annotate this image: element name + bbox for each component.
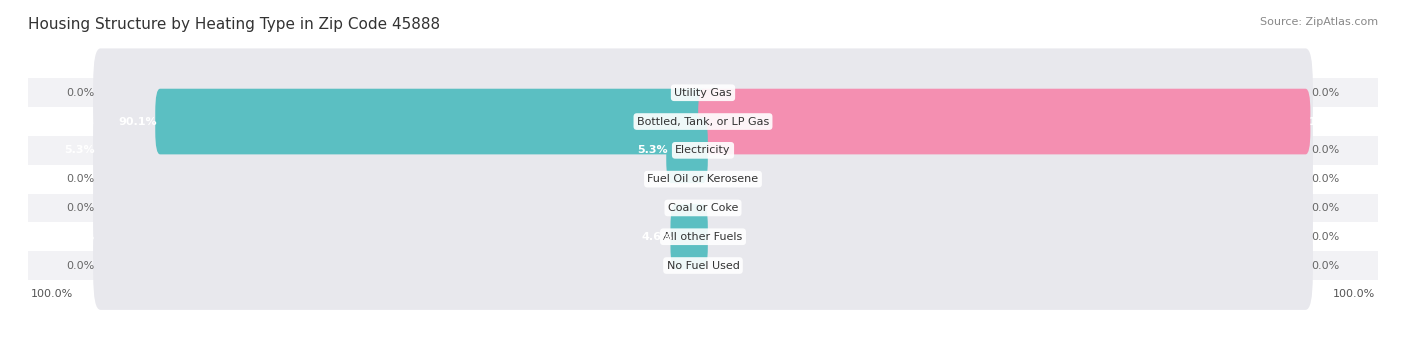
Text: Source: ZipAtlas.com: Source: ZipAtlas.com (1260, 17, 1378, 27)
Text: 5.3%: 5.3% (63, 145, 94, 155)
Text: No Fuel Used: No Fuel Used (666, 261, 740, 270)
FancyBboxPatch shape (93, 77, 1313, 166)
FancyBboxPatch shape (93, 48, 1313, 137)
FancyBboxPatch shape (93, 164, 1313, 252)
FancyBboxPatch shape (93, 106, 1313, 195)
FancyBboxPatch shape (93, 221, 1313, 310)
Text: Utility Gas: Utility Gas (675, 88, 731, 98)
Text: 0.0%: 0.0% (1312, 203, 1340, 213)
Text: 0.0%: 0.0% (1312, 232, 1340, 242)
Bar (28, 78, 1378, 107)
Bar (28, 222, 1378, 251)
Text: 0.0%: 0.0% (1312, 261, 1340, 270)
FancyBboxPatch shape (93, 192, 1313, 281)
Text: Coal or Coke: Coal or Coke (668, 203, 738, 213)
Text: 0.0%: 0.0% (1312, 174, 1340, 184)
Text: 100.0%: 100.0% (31, 289, 73, 299)
Text: 0.0%: 0.0% (66, 174, 94, 184)
Text: 0.0%: 0.0% (66, 203, 94, 213)
FancyBboxPatch shape (671, 204, 707, 269)
Bar (28, 194, 1378, 222)
Text: 0.0%: 0.0% (1312, 145, 1340, 155)
Text: 100.0%: 100.0% (1333, 289, 1375, 299)
Text: 0.0%: 0.0% (66, 88, 94, 98)
Text: 90.1%: 90.1% (118, 117, 157, 127)
Bar (28, 165, 1378, 194)
Text: 5.3%: 5.3% (637, 145, 668, 155)
Text: 100.0%: 100.0% (1309, 117, 1354, 127)
FancyBboxPatch shape (699, 89, 1310, 154)
FancyBboxPatch shape (155, 89, 707, 154)
Text: Fuel Oil or Kerosene: Fuel Oil or Kerosene (647, 174, 759, 184)
Text: Housing Structure by Heating Type in Zip Code 45888: Housing Structure by Heating Type in Zip… (28, 17, 440, 32)
Text: Bottled, Tank, or LP Gas: Bottled, Tank, or LP Gas (637, 117, 769, 127)
Text: All other Fuels: All other Fuels (664, 232, 742, 242)
Bar (28, 251, 1378, 280)
Text: 4.6%: 4.6% (63, 232, 94, 242)
FancyBboxPatch shape (93, 135, 1313, 223)
Text: 4.6%: 4.6% (641, 232, 672, 242)
Text: 0.0%: 0.0% (66, 261, 94, 270)
FancyBboxPatch shape (666, 118, 707, 183)
Text: 0.0%: 0.0% (1312, 88, 1340, 98)
Bar (28, 136, 1378, 165)
Text: 90.1%: 90.1% (56, 117, 94, 127)
Bar (28, 107, 1378, 136)
Text: Electricity: Electricity (675, 145, 731, 155)
